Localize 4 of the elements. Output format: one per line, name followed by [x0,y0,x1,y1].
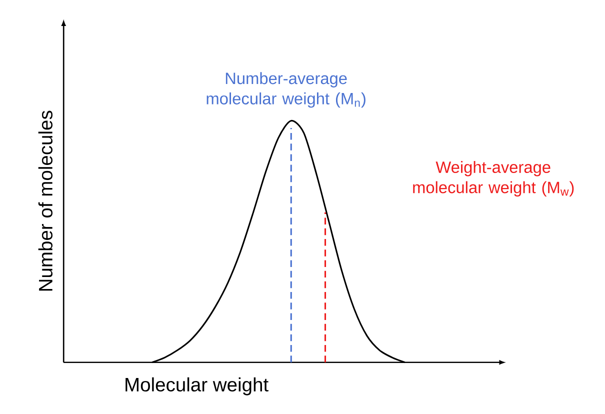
text: Weight-average molecular weight (M$_{w}$) [413,160,574,196]
y-axis-title: Number of molecules [38,110,52,290]
x-axis-title: Molecular weight [126,377,268,396]
text: Number-average molecular weight (M$_{n}$) [206,72,366,108]
